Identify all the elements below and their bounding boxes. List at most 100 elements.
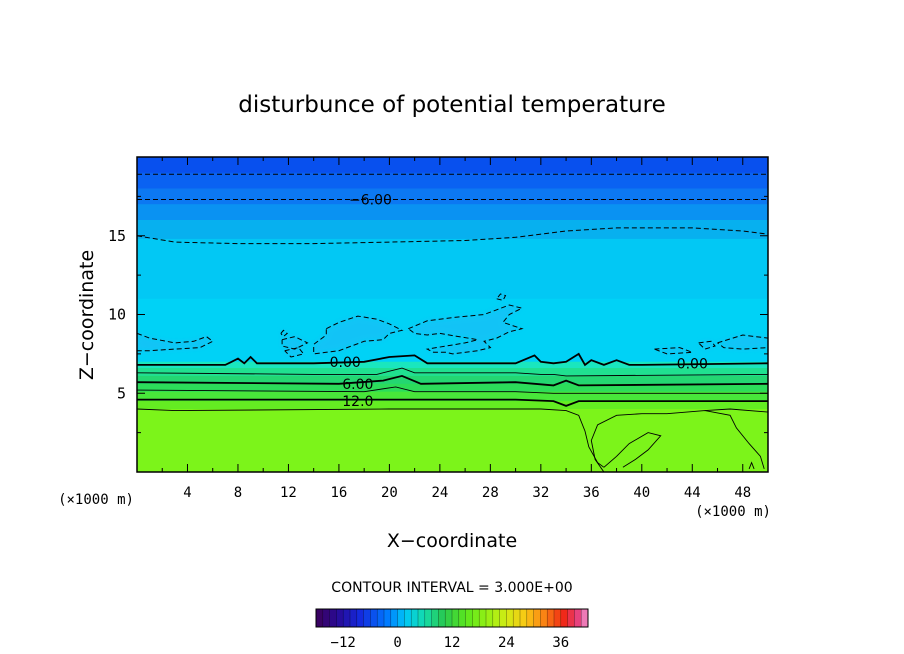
colorbar-cell [567, 609, 575, 627]
colorbar-cell [540, 609, 548, 627]
colorbar-tick-label: 24 [498, 635, 515, 651]
contour-line [137, 367, 768, 377]
colorbar-cell [390, 609, 398, 627]
contour-line [137, 374, 768, 387]
contour-line [280, 329, 288, 338]
colorbar [315, 608, 589, 628]
field-band [137, 391, 768, 402]
colorbar-cell [445, 609, 453, 627]
chart-title: disturbunce of potential temperature [238, 92, 666, 118]
contour-label: 12.0 [342, 394, 373, 410]
colorbar-cell [316, 609, 324, 627]
y-axis-label: Z−coordinate [76, 250, 98, 380]
colorbar-cell [418, 609, 426, 627]
cold-anomaly-blob [717, 335, 768, 350]
colorbar-tick-label: 12 [444, 635, 461, 651]
contour-line [704, 408, 768, 413]
colorbar-cell [526, 609, 534, 627]
field-band [137, 238, 768, 300]
contour-line [281, 336, 309, 350]
contour-line [284, 347, 305, 358]
x-tick-label: 20 [381, 485, 398, 501]
colorbar-cell [397, 609, 405, 627]
field-band [137, 409, 768, 472]
contour-label: 0.00 [330, 355, 361, 371]
contour-line [496, 293, 507, 301]
colorbar-cell [329, 609, 337, 627]
colorbar-cell [356, 609, 364, 627]
field-band [137, 220, 768, 240]
contour-line [654, 347, 693, 355]
x-unit-right: (×1000 m) [695, 504, 771, 520]
x-tick-label: 16 [330, 485, 347, 501]
cold-anomaly-blob [698, 341, 715, 350]
colorbar-ticks: −12 0 12 24 36 [331, 635, 570, 651]
colorbar-cell [513, 609, 521, 627]
contour-line [603, 432, 662, 468]
colorbar-tick-label: 0 [393, 635, 401, 651]
contour-line [137, 386, 768, 394]
colorbar-cell [384, 609, 392, 627]
x-tick-label: 40 [633, 485, 650, 501]
contour-line [748, 461, 755, 470]
x-tick-label: 44 [684, 485, 701, 501]
x-unit-left: (×1000 m) [58, 492, 134, 508]
x-tick-label: 28 [482, 485, 499, 501]
y-tick-label: 10 [108, 306, 126, 324]
colorbar-cell [520, 609, 528, 627]
contour-label: −6.00 [349, 193, 392, 209]
field-band [137, 383, 768, 393]
field-band [137, 188, 768, 205]
y-axis: 5 10 15 [108, 227, 126, 403]
cold-anomaly-blob [313, 316, 402, 354]
colorbar-cell [506, 609, 514, 627]
contour-lines [137, 173, 768, 472]
colorbar-cell [336, 609, 344, 627]
x-tick-label: 48 [734, 485, 751, 501]
colorbar-tick-label: 36 [552, 635, 569, 651]
colorbar-cell [492, 609, 500, 627]
x-tick-label: 24 [431, 485, 448, 501]
x-tick-label: 12 [280, 485, 297, 501]
colorbar-cell [547, 609, 555, 627]
contour-label: 0.00 [677, 356, 708, 372]
colorbar-cell [465, 609, 473, 627]
colorbar-tick-label: −12 [331, 635, 356, 651]
x-axis: 4 8 12 16 20 24 28 32 36 40 44 48 [183, 485, 751, 501]
contour-line [137, 408, 605, 468]
colorbar-cell [377, 609, 385, 627]
field-band [137, 204, 768, 221]
field-band [137, 368, 768, 377]
colorbar-cell [350, 609, 358, 627]
x-tick-label: 4 [183, 485, 191, 501]
cold-anomaly-blob [408, 305, 522, 354]
contour-line [137, 352, 768, 367]
colorbar-cell [452, 609, 460, 627]
contour-line [698, 340, 716, 350]
y-tick-label: 5 [117, 384, 126, 402]
x-axis-label: X−coordinate [387, 530, 517, 552]
colorbar-cell [431, 609, 439, 627]
contour-line [137, 227, 768, 245]
field-band [137, 401, 768, 410]
colorbar-cell [363, 609, 371, 627]
contour-line [590, 410, 765, 472]
colorbar-cell [486, 609, 494, 627]
contour-line [408, 304, 524, 355]
contour-label: 6.00 [342, 377, 373, 393]
colorbar-cell [472, 609, 480, 627]
colorbar-cell [411, 609, 419, 627]
colorbar-cell [424, 609, 432, 627]
field-band [137, 375, 768, 385]
contour-line [717, 334, 768, 350]
field-band [137, 361, 768, 369]
colorbar-frame [315, 608, 589, 628]
colorbar-cell [370, 609, 378, 627]
contour-line [313, 315, 404, 355]
colorbar-cell [581, 609, 589, 627]
contour-interval-text: CONTOUR INTERVAL = 3.000E+00 [331, 580, 572, 596]
temperature-field [137, 157, 768, 472]
